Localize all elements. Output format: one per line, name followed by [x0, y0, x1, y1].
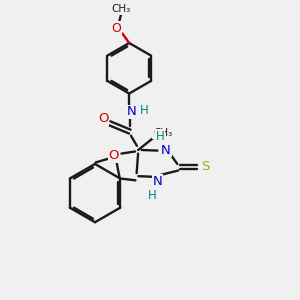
Text: O: O — [98, 112, 108, 125]
Text: H: H — [148, 189, 157, 202]
Text: O: O — [109, 149, 119, 162]
Text: N: N — [153, 175, 162, 188]
Text: CH₃: CH₃ — [153, 128, 172, 138]
Text: N: N — [161, 143, 171, 157]
Text: N: N — [127, 106, 136, 118]
Text: H: H — [140, 104, 149, 117]
Text: CH₃: CH₃ — [112, 4, 131, 14]
Text: H: H — [155, 130, 164, 143]
Text: O: O — [112, 22, 122, 34]
Text: S: S — [201, 160, 210, 173]
